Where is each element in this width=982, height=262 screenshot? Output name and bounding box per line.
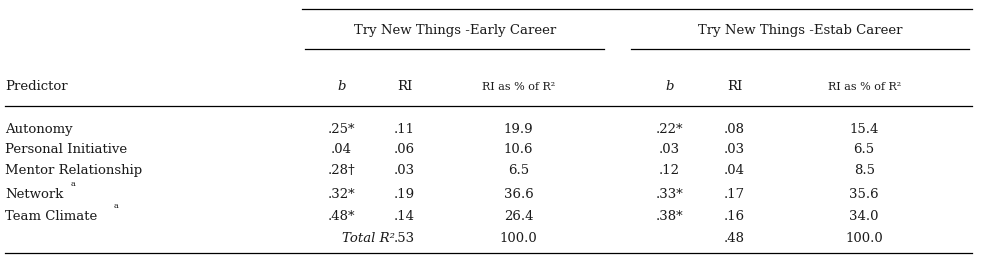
Text: Try New Things -Early Career: Try New Things -Early Career [354, 24, 556, 37]
Text: Total R²: Total R² [342, 232, 395, 245]
Text: .28†: .28† [328, 164, 355, 177]
Text: .03: .03 [724, 143, 745, 156]
Text: b: b [338, 80, 346, 93]
Text: .11: .11 [394, 123, 415, 136]
Text: .33*: .33* [656, 188, 683, 201]
Text: 10.6: 10.6 [504, 143, 533, 156]
Text: .25*: .25* [328, 123, 355, 136]
Text: 100.0: 100.0 [500, 232, 537, 245]
Text: .48*: .48* [328, 210, 355, 223]
Text: a: a [114, 202, 119, 210]
Text: .53: .53 [394, 232, 415, 245]
Text: Personal Initiative: Personal Initiative [5, 143, 127, 156]
Text: RI as % of R²: RI as % of R² [482, 81, 555, 91]
Text: 36.6: 36.6 [504, 188, 533, 201]
Text: Autonomy: Autonomy [5, 123, 73, 136]
Text: 19.9: 19.9 [504, 123, 533, 136]
Text: .32*: .32* [328, 188, 355, 201]
Text: RI as % of R²: RI as % of R² [828, 81, 900, 91]
Text: 26.4: 26.4 [504, 210, 533, 223]
Text: .16: .16 [724, 210, 745, 223]
Text: Mentor Relationship: Mentor Relationship [5, 164, 142, 177]
Text: 35.6: 35.6 [849, 188, 879, 201]
Text: .08: .08 [724, 123, 745, 136]
Text: .22*: .22* [656, 123, 683, 136]
Text: 15.4: 15.4 [849, 123, 879, 136]
Text: 34.0: 34.0 [849, 210, 879, 223]
Text: .19: .19 [394, 188, 415, 201]
Text: .04: .04 [724, 164, 745, 177]
Text: 100.0: 100.0 [846, 232, 883, 245]
Text: Predictor: Predictor [5, 80, 68, 93]
Text: .04: .04 [331, 143, 353, 156]
Text: a: a [71, 180, 76, 188]
Text: 8.5: 8.5 [853, 164, 875, 177]
Text: .14: .14 [394, 210, 415, 223]
Text: Team Climate: Team Climate [5, 210, 97, 223]
Text: .03: .03 [394, 164, 415, 177]
Text: 6.5: 6.5 [508, 164, 529, 177]
Text: b: b [666, 80, 674, 93]
Text: 6.5: 6.5 [853, 143, 875, 156]
Text: Network: Network [5, 188, 63, 201]
Text: Try New Things -Estab Career: Try New Things -Estab Career [698, 24, 902, 37]
Text: RI: RI [397, 80, 412, 93]
Text: .06: .06 [394, 143, 415, 156]
Text: .17: .17 [724, 188, 745, 201]
Text: .48: .48 [724, 232, 745, 245]
Text: .03: .03 [659, 143, 681, 156]
Text: .12: .12 [659, 164, 681, 177]
Text: .38*: .38* [656, 210, 683, 223]
Text: RI: RI [727, 80, 742, 93]
